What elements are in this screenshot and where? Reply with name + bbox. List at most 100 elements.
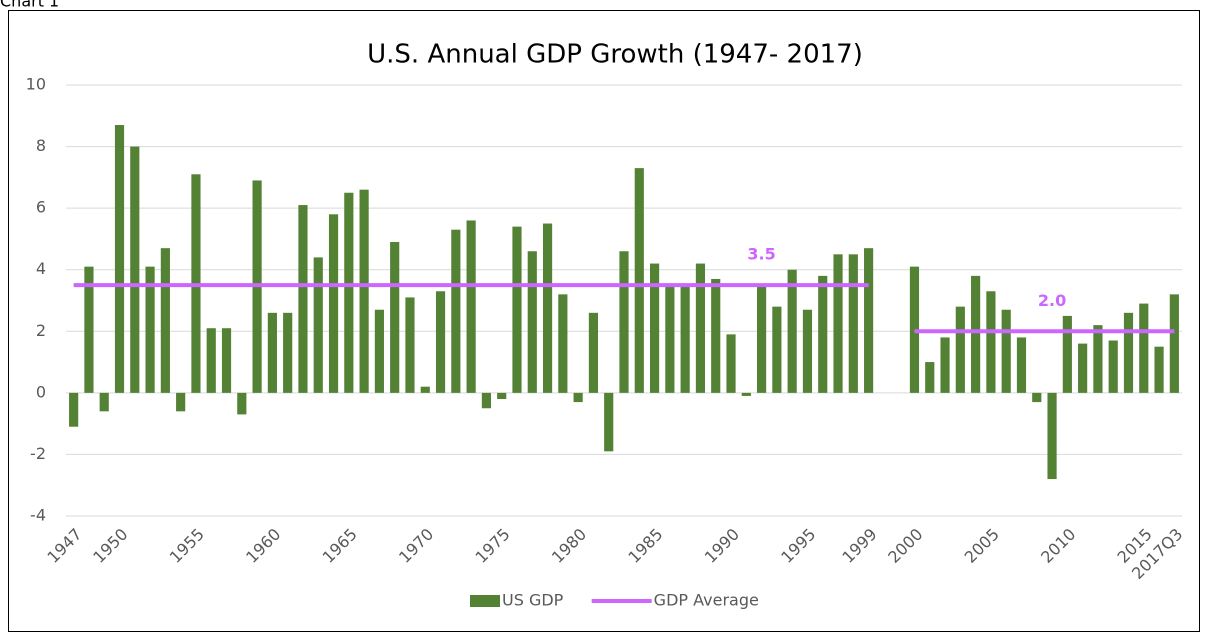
legend-label: US GDP	[502, 591, 564, 610]
bar	[1032, 392, 1042, 403]
bar	[497, 392, 507, 400]
bar	[344, 192, 354, 393]
bar	[145, 266, 155, 393]
bar	[864, 248, 874, 393]
x-tick-label: 1995	[777, 525, 819, 567]
x-tick-label: 2010	[1037, 525, 1079, 567]
bar	[176, 392, 186, 412]
legend-swatch	[470, 595, 500, 607]
bar	[558, 294, 568, 393]
bar	[466, 220, 476, 393]
bar	[481, 392, 491, 409]
bar	[757, 285, 767, 393]
y-tick-label: 4	[36, 259, 46, 278]
bar	[99, 392, 109, 412]
x-tick-label: 1955	[166, 525, 208, 567]
bar	[1093, 325, 1103, 393]
x-tick-label: 1990	[701, 525, 743, 567]
bar	[1062, 315, 1072, 393]
bar	[435, 291, 446, 393]
bar	[283, 312, 293, 393]
bar	[298, 205, 308, 393]
bar	[1123, 312, 1134, 393]
y-tick-label: -4	[30, 506, 46, 525]
bar	[84, 266, 94, 393]
x-tick-label: 2000	[884, 525, 926, 567]
x-tick-label: 1985	[624, 525, 666, 567]
bar	[711, 278, 721, 393]
bar	[206, 328, 216, 393]
bar	[451, 229, 461, 393]
bar	[619, 251, 629, 393]
x-tick-label: 1965	[319, 525, 361, 567]
chart-title: U.S. Annual GDP Growth (1947- 2017)	[367, 40, 863, 70]
bar	[695, 263, 706, 393]
y-tick-label: 6	[36, 198, 46, 217]
bar	[390, 242, 400, 393]
bar	[374, 309, 384, 393]
y-tick-label: 0	[36, 382, 46, 401]
bar	[787, 269, 797, 393]
bar	[221, 328, 232, 393]
bar	[527, 251, 537, 393]
bar	[420, 386, 430, 393]
x-tick-label: 1960	[242, 525, 284, 567]
y-tick-label: 8	[36, 136, 46, 155]
bar	[741, 392, 751, 396]
bar	[986, 291, 996, 393]
bar	[1154, 346, 1164, 393]
bar	[802, 309, 813, 393]
bar	[1078, 343, 1088, 393]
bar	[1139, 303, 1149, 393]
bar	[237, 392, 247, 415]
bar	[405, 297, 415, 393]
bar	[573, 392, 583, 403]
x-tick-label: 1999	[838, 525, 880, 567]
bar	[1047, 392, 1057, 480]
bar	[114, 125, 125, 393]
bar	[772, 306, 782, 393]
bar	[971, 275, 981, 393]
average-line	[73, 283, 1175, 334]
bar	[634, 168, 644, 393]
bar	[1016, 337, 1027, 393]
bar	[955, 306, 965, 393]
bar	[848, 254, 858, 393]
bar	[665, 285, 675, 393]
bar	[359, 189, 369, 393]
bar	[726, 334, 736, 393]
y-tick-label: 2	[36, 321, 46, 340]
bar	[925, 362, 935, 393]
bar	[267, 312, 277, 393]
bar	[833, 254, 843, 393]
bar	[512, 226, 522, 393]
bar	[604, 392, 614, 452]
bar	[160, 248, 170, 393]
legend-label: GDP Average	[654, 591, 759, 610]
x-tick-label: 1970	[395, 525, 437, 567]
bar	[130, 146, 140, 393]
bar	[940, 337, 950, 393]
x-tick-label: 1980	[548, 525, 590, 567]
bar	[588, 312, 599, 393]
bar	[313, 257, 323, 393]
bar	[1108, 340, 1118, 393]
x-tick-label: 1947	[43, 525, 85, 567]
bar	[1169, 294, 1179, 393]
data-label: 2.0	[1038, 291, 1066, 310]
bar	[328, 214, 339, 393]
bar	[649, 263, 660, 393]
bar	[542, 223, 553, 393]
bar	[1001, 309, 1011, 393]
y-tick-label: 10	[26, 75, 46, 94]
x-tick-label: 2005	[961, 525, 1003, 567]
caption: Chart 1	[0, 0, 59, 11]
bar	[69, 392, 79, 427]
x-tick-label: 1950	[89, 525, 131, 567]
x-tick-label: 1975	[471, 525, 513, 567]
chart-border	[8, 10, 1200, 632]
y-tick-label: -2	[30, 444, 46, 463]
bar	[680, 285, 690, 393]
data-label: 3.5	[747, 245, 775, 264]
